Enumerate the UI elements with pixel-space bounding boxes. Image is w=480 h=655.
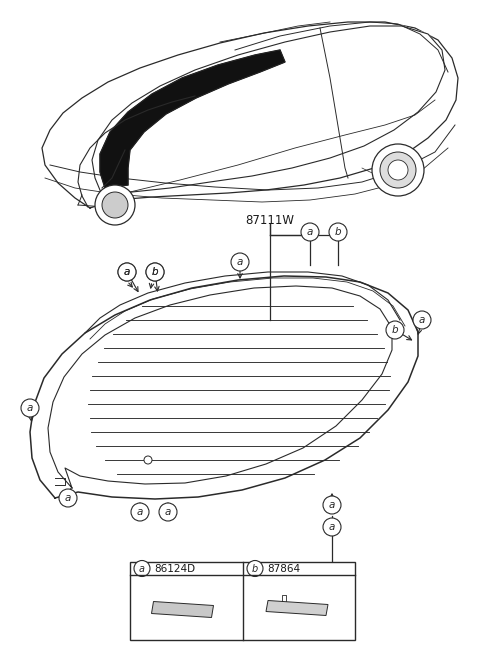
- Circle shape: [231, 253, 249, 271]
- Polygon shape: [266, 601, 328, 616]
- Polygon shape: [100, 50, 285, 188]
- Text: b: b: [252, 563, 258, 574]
- Circle shape: [144, 456, 152, 464]
- Bar: [130, 562, 355, 640]
- Circle shape: [146, 263, 164, 281]
- Text: a: a: [237, 257, 243, 267]
- Text: a: a: [124, 267, 130, 277]
- Text: a: a: [419, 315, 425, 325]
- Circle shape: [323, 496, 341, 514]
- Circle shape: [102, 192, 128, 218]
- Text: a: a: [137, 507, 143, 517]
- Circle shape: [134, 561, 150, 576]
- Circle shape: [146, 263, 164, 281]
- Circle shape: [329, 223, 347, 241]
- Polygon shape: [42, 22, 458, 208]
- Circle shape: [59, 489, 77, 507]
- Circle shape: [413, 311, 431, 329]
- Polygon shape: [152, 601, 214, 618]
- Text: a: a: [165, 507, 171, 517]
- Text: 87864: 87864: [267, 563, 300, 574]
- Circle shape: [323, 518, 341, 536]
- Circle shape: [380, 152, 416, 188]
- Text: a: a: [65, 493, 71, 503]
- Text: a: a: [124, 267, 130, 277]
- Text: 87111W: 87111W: [245, 214, 295, 227]
- Text: a: a: [307, 227, 313, 237]
- Circle shape: [386, 321, 404, 339]
- Circle shape: [301, 223, 319, 241]
- Circle shape: [118, 263, 136, 281]
- Text: 86124D: 86124D: [154, 563, 195, 574]
- Circle shape: [159, 503, 177, 521]
- Circle shape: [388, 160, 408, 180]
- Circle shape: [118, 263, 136, 281]
- Polygon shape: [92, 26, 445, 195]
- Text: a: a: [329, 500, 335, 510]
- Text: a: a: [27, 403, 33, 413]
- Circle shape: [21, 399, 39, 417]
- Text: b: b: [392, 325, 398, 335]
- Text: b: b: [152, 267, 158, 277]
- Text: b: b: [152, 267, 158, 277]
- Text: a: a: [139, 563, 145, 574]
- Text: b: b: [335, 227, 341, 237]
- Circle shape: [372, 144, 424, 196]
- Circle shape: [95, 185, 135, 225]
- Circle shape: [247, 561, 263, 576]
- Text: a: a: [329, 522, 335, 532]
- Polygon shape: [30, 276, 418, 499]
- Circle shape: [131, 503, 149, 521]
